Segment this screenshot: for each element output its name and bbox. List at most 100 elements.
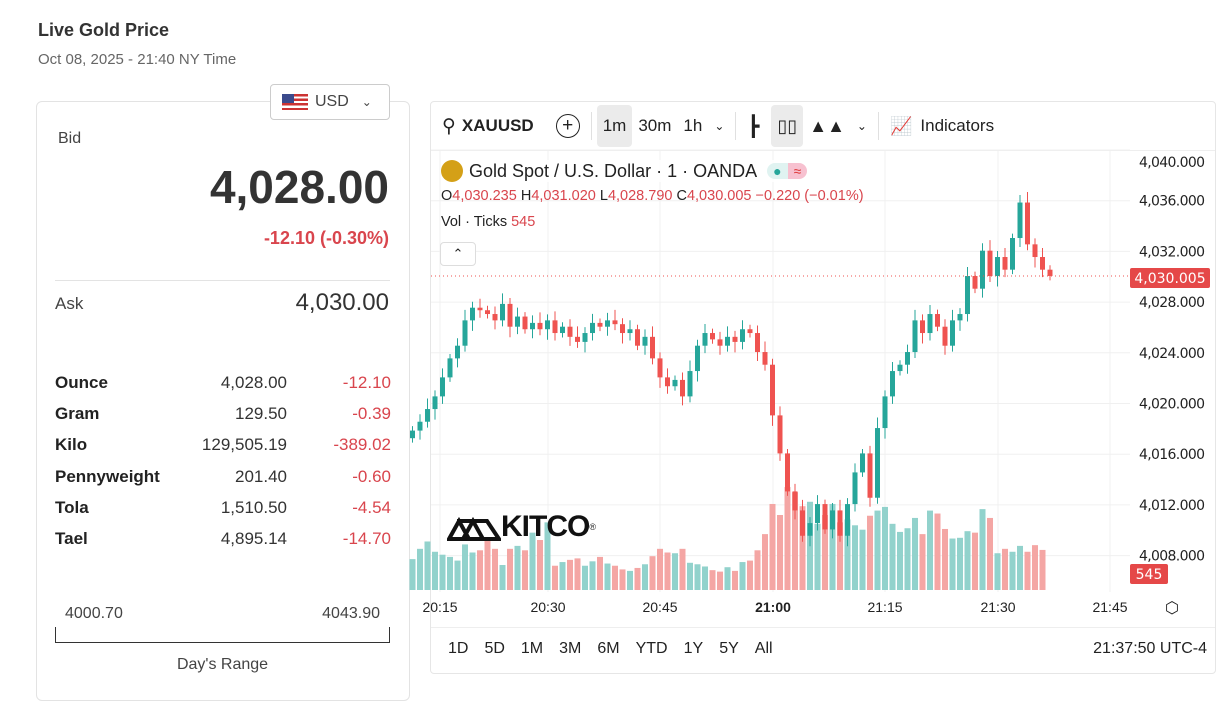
candle-body [912, 320, 918, 353]
kitco-logo: KITCO ® [447, 510, 596, 544]
volume-bar [867, 515, 873, 590]
candle-body [927, 314, 933, 334]
volume-bar [664, 552, 671, 590]
volume-bar [769, 503, 776, 590]
chart-type-dropdown[interactable]: ⌄ [856, 119, 867, 133]
unit-value: 4,895.14 [220, 529, 287, 548]
volume-bar [777, 515, 783, 590]
currency-select[interactable]: USD ⌄ [270, 84, 390, 120]
candle-body [605, 320, 610, 327]
candle-body [567, 326, 573, 337]
bars-chart-icon[interactable]: ┣ [747, 115, 760, 138]
range-3m[interactable]: 3M [559, 640, 582, 657]
candle-body [470, 307, 475, 321]
range-ytd[interactable]: YTD [635, 640, 668, 657]
volume-bar [574, 558, 581, 590]
candle-body [920, 320, 925, 334]
unit-value: 4,028.00 [220, 373, 287, 392]
interval-dropdown[interactable]: ⌄ [714, 119, 725, 133]
volume-bar [507, 548, 513, 590]
volume-bar [949, 538, 956, 590]
candle-body [762, 352, 768, 365]
candle-body [507, 303, 513, 327]
candle-body [695, 345, 700, 372]
candle-body [1025, 202, 1030, 245]
bid-price: 4,028.00 [209, 161, 389, 213]
candle-body [687, 371, 693, 397]
candle-body [935, 314, 940, 327]
candle-body [717, 339, 723, 346]
symbol-search[interactable]: ⚲ XAUUSD [436, 105, 540, 147]
bid-change: -12.10 (-0.30%) [263, 228, 389, 248]
candle-body [725, 336, 730, 346]
volume-bar [882, 506, 888, 590]
candle-body [492, 314, 498, 321]
candle-body [702, 333, 708, 346]
volume-legend: Vol · Ticks 545 [441, 214, 536, 230]
price-chart[interactable]: 4,040.000 4,036.000 4,032.000 4,028.000 4,02… [0, 0, 1225, 682]
candle-body [477, 307, 483, 311]
volume-bar [829, 503, 836, 590]
volume-bar [889, 523, 896, 590]
volume-bar [619, 569, 626, 590]
candle-body [582, 333, 588, 342]
range-6m[interactable]: 6M [597, 640, 620, 657]
candle-body [440, 377, 445, 397]
candles-chart-icon[interactable]: ▯▯ [771, 105, 804, 147]
unit-row-pennyweight: Pennyweight 201.40 -0.60 [55, 467, 391, 487]
candle-body [410, 430, 415, 439]
candle-body [755, 333, 760, 353]
volume-bar [717, 571, 723, 590]
settings-icon[interactable]: ⬡ [1165, 600, 1179, 617]
price-tick-label: 4,028.000 [1139, 295, 1205, 311]
volume-bar [724, 567, 731, 590]
last-volume-label: 545 [1136, 567, 1163, 583]
volume-bar [634, 567, 641, 590]
candle-body [972, 276, 978, 289]
interval-1h[interactable]: 1h [683, 116, 703, 135]
range-5d[interactable]: 5D [484, 640, 505, 657]
volume-bar [537, 540, 543, 590]
volume-bar [784, 487, 791, 590]
volume-bar [679, 548, 686, 590]
volume-bar [492, 548, 498, 590]
volume-bar [987, 517, 993, 590]
range-1m[interactable]: 1M [520, 640, 544, 657]
price-tick-label: 4,012.000 [1139, 498, 1205, 514]
volume-bar [499, 565, 506, 590]
collapse-legend-button[interactable]: ⌃ [440, 242, 476, 266]
interval-1m[interactable]: 1m [596, 105, 633, 147]
unit-name: Gram [55, 404, 100, 424]
volume-bar [409, 559, 416, 590]
indicators-button[interactable]: 📈 Indicators [884, 105, 1000, 147]
unit-change: -4.54 [352, 497, 391, 517]
candle-body [1040, 257, 1045, 270]
price-tick-label: 4,036.000 [1139, 194, 1205, 210]
candle-body [537, 322, 543, 330]
volume-bar [874, 510, 881, 590]
delay-icon: ≈ [787, 163, 808, 179]
timestamp: Oct 08, 2025 - 21:40 NY Time [38, 51, 237, 68]
interval-30m[interactable]: 30m [638, 116, 672, 135]
time-tick-label: 21:45 [1092, 599, 1128, 615]
price-tick-label: 4,008.000 [1139, 549, 1205, 565]
range-1d[interactable]: 1D [448, 640, 469, 657]
ask-price: 4,030.00 [295, 289, 389, 316]
compare-button[interactable]: + [550, 105, 586, 147]
day-range-label: Day's Range [176, 656, 269, 673]
bid-label: Bid [58, 130, 82, 147]
range-all[interactable]: All [754, 640, 773, 657]
unit-change: -389.02 [333, 435, 391, 455]
range-1y[interactable]: 1Y [683, 640, 704, 657]
volume-bar [417, 548, 423, 590]
volume-bar [439, 554, 446, 590]
area-chart-icon[interactable]: ▲▲ [809, 115, 845, 136]
volume-bar [589, 561, 596, 590]
candle-body [785, 453, 790, 492]
candle-body [1017, 202, 1023, 239]
unit-name: Kilo [55, 435, 88, 455]
range-5y[interactable]: 5Y [719, 640, 739, 657]
candle-body [965, 276, 970, 315]
candle-body [837, 510, 843, 536]
volume-bar [642, 564, 648, 590]
